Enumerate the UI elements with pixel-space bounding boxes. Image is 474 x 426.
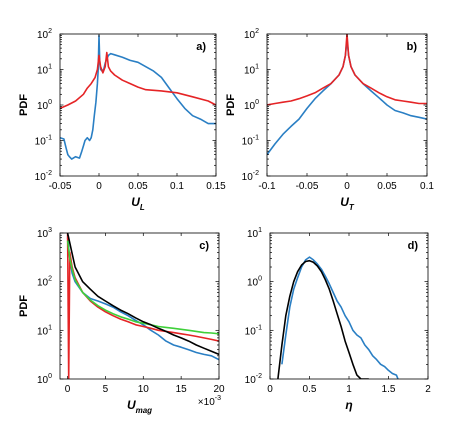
panel-label: d) <box>408 240 419 252</box>
panel-a: -0.05 0 0.05 0.1 0.15 10-2 10-1 100 101 102 a) PDF U… <box>18 28 226 212</box>
x-tick-label: 15 <box>176 384 188 395</box>
y-tick-label: 101 <box>244 64 259 77</box>
y-tick-label: 10-2 <box>245 373 262 386</box>
series-line-b-1 <box>267 34 427 106</box>
x-tick-label: 10 <box>138 384 150 395</box>
y-tick-label: 101 <box>247 227 262 240</box>
y-axis-label: PDF <box>18 295 30 317</box>
series-line-c-2 <box>66 240 219 335</box>
x-axis-label: UT <box>340 195 355 212</box>
y-tick-label: 102 <box>37 28 52 41</box>
series-line-a-0 <box>60 34 216 160</box>
panel-label: b) <box>407 41 418 53</box>
x-tick-label: 0.5 <box>303 384 317 395</box>
plot-frame <box>59 33 217 177</box>
x-tick-label: 20 <box>213 384 225 395</box>
y-tick-label: 10-1 <box>35 135 52 148</box>
series-line-c-3 <box>66 233 219 356</box>
y-tick-label: 100 <box>37 373 52 386</box>
series-line-d-1 <box>277 259 369 379</box>
x-tick-label: -0.1 <box>258 181 276 192</box>
series-line-a-1 <box>60 51 216 110</box>
plot-frame <box>266 33 428 177</box>
series-line-b-0 <box>267 38 427 156</box>
panel-c: 0 5 10 15 20 100 101 102 103 c) PDF Umag ×10-3 <box>18 227 225 415</box>
y-axis-label: PDF <box>18 94 30 116</box>
x-axis-label: Umag <box>127 398 152 415</box>
x-tick-label: 0.15 <box>206 181 226 192</box>
x-tick-label: -0.05 <box>49 181 72 192</box>
panel-label: c) <box>199 240 209 252</box>
x-axis-multiplier: ×10-3 <box>198 395 221 408</box>
y-tick-label: 103 <box>37 227 52 240</box>
x-axis-label: η <box>345 398 352 412</box>
y-tick-label: 102 <box>244 28 259 41</box>
plot-frame <box>59 232 220 380</box>
x-tick-label: 2 <box>425 384 431 395</box>
x-tick-label: 0.05 <box>377 181 397 192</box>
y-tick-label: 101 <box>37 64 52 77</box>
series-line-d-0 <box>281 256 399 379</box>
x-tick-label: 0.1 <box>420 181 434 192</box>
x-tick-label: 0 <box>65 384 71 395</box>
x-tick-label: 0 <box>267 384 273 395</box>
y-tick-label: 10-2 <box>242 170 259 183</box>
y-tick-label: 10-2 <box>35 170 52 183</box>
x-tick-label: 0.05 <box>128 181 148 192</box>
series-line-c-0 <box>66 237 219 361</box>
y-tick-label: 100 <box>244 99 259 112</box>
x-tick-label: 5 <box>103 384 109 395</box>
plot-frame <box>269 232 429 380</box>
series-line-c-1 <box>66 233 219 379</box>
y-tick-label: 102 <box>37 276 52 289</box>
panel-label: a) <box>196 41 206 53</box>
x-tick-label: 1.5 <box>382 384 396 395</box>
y-tick-label: 100 <box>37 99 52 112</box>
y-axis-label: PDF <box>225 94 237 116</box>
y-tick-label: 10-1 <box>245 324 262 337</box>
x-axis-label: UL <box>131 195 145 212</box>
y-tick-label: 100 <box>247 276 262 289</box>
x-tick-label: 0.1 <box>170 181 184 192</box>
x-tick-label: 0 <box>344 181 350 192</box>
y-tick-label: 101 <box>37 324 52 337</box>
panel-d: 0 0.5 1 1.5 2 10-2 10-1 100 101 d) η <box>245 227 432 412</box>
x-tick-label: 1 <box>346 384 352 395</box>
x-tick-label: 0 <box>96 181 102 192</box>
panel-b: -0.1 -0.05 0 0.05 0.1 10-2 10-1 100 101 102 b) PDF U… <box>225 28 434 212</box>
y-tick-label: 10-1 <box>242 135 259 148</box>
x-tick-label: -0.05 <box>296 181 319 192</box>
